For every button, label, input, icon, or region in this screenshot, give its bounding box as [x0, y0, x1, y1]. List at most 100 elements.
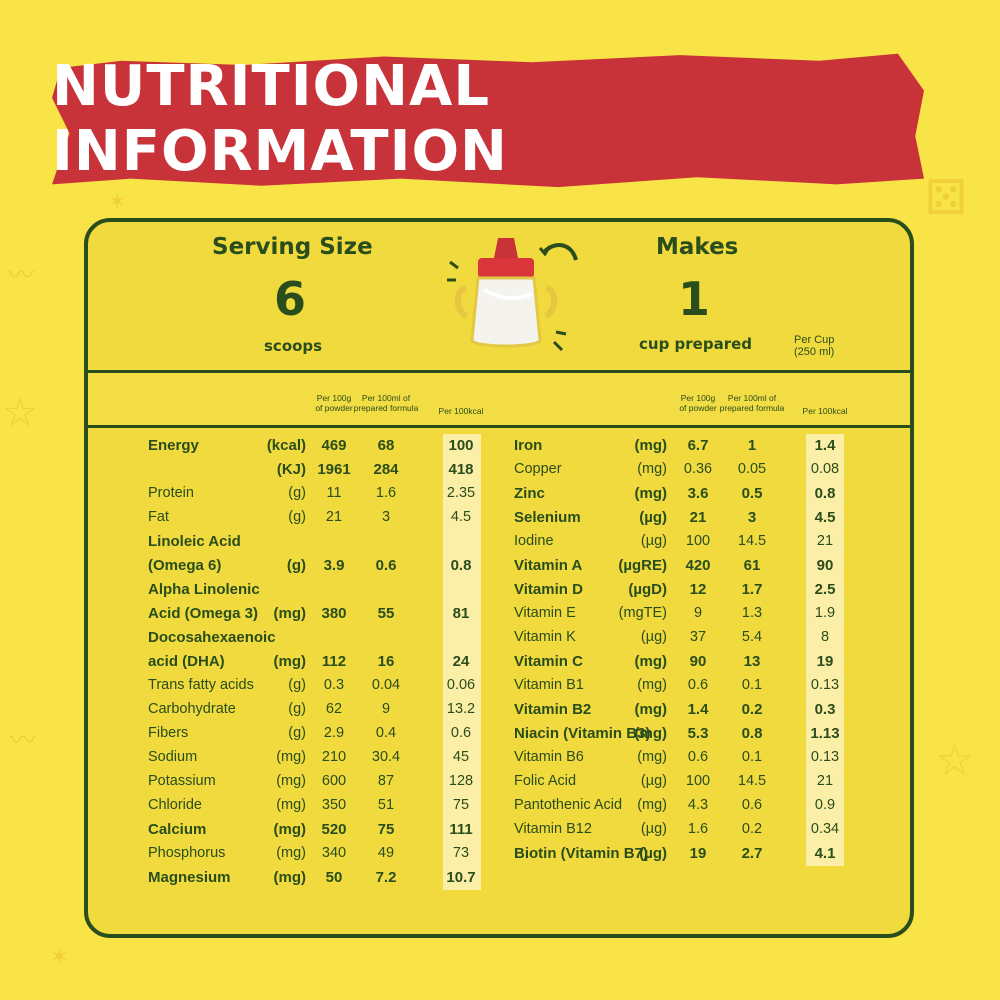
value-per-100ml: 0.6 — [741, 797, 763, 813]
table-row: Chloride (mg) 350 51 75 — [148, 794, 508, 818]
value-per-100ml: 3 — [747, 509, 757, 526]
table-row: Potassium (mg) 600 87 128 — [148, 770, 508, 794]
nutrient-unit: (mg) — [276, 773, 306, 789]
value-per-100ml: 5.4 — [741, 629, 763, 645]
nutrient-unit: (µg) — [640, 773, 667, 789]
nutrient-name: Protein — [148, 485, 194, 501]
table-row: Folic Acid (µg) 100 14.5 21 — [514, 770, 874, 794]
table-row: Niacin (Vitamin B3) (mg) 5.3 0.8 1.13 — [514, 722, 874, 746]
table-row: Vitamin D (µgD) 12 1.7 2.5 — [514, 578, 874, 602]
value-per-100g: 112 — [321, 653, 347, 670]
nutrient-unit: (mg) — [634, 485, 668, 502]
nutrient-unit: (µg) — [639, 509, 667, 526]
nutrient-unit: (mg) — [634, 701, 668, 718]
nutrient-name: Vitamin B12 — [514, 821, 592, 837]
value-per-100g: 520 — [321, 821, 347, 838]
value-per-100ml: 1.3 — [741, 605, 763, 621]
nutrient-unit: (mg) — [273, 653, 307, 670]
nutrient-name: Alpha Linolenic — [148, 581, 260, 598]
value-per-100kcal: 24 — [452, 653, 470, 670]
value-per-100kcal: 128 — [448, 773, 474, 789]
value-per-100ml: 68 — [377, 437, 395, 454]
value-per-100g: 1.6 — [687, 821, 709, 837]
value-per-100kcal: 81 — [452, 605, 470, 622]
value-per-100g: 600 — [321, 773, 347, 789]
value-per-100g: 380 — [321, 605, 347, 622]
table-row: Vitamin B6 (mg) 0.6 0.1 0.13 — [514, 746, 874, 770]
value-per-100kcal: 418 — [448, 461, 474, 478]
value-per-100g: 4.3 — [687, 797, 709, 813]
nutrient-name: Vitamin C — [514, 653, 583, 670]
value-per-100g: 1961 — [317, 461, 351, 478]
table-row: Carbohydrate (g) 62 9 13.2 — [148, 698, 508, 722]
nutrient-unit: (mg) — [634, 437, 668, 454]
nutrient-name: (Omega 6) — [148, 557, 222, 574]
value-per-100ml: 0.8 — [741, 725, 763, 742]
table-row: Pantothenic Acid (mg) 4.3 0.6 0.9 — [514, 794, 874, 818]
table-row: Biotin (Vitamin B7) (µg) 19 2.7 4.1 — [514, 842, 874, 866]
makes-unit: cup prepared — [639, 335, 753, 353]
nutrient-name: Iodine — [514, 533, 554, 549]
value-per-100g: 19 — [689, 845, 707, 862]
nutrient-name: Sodium — [148, 749, 198, 765]
value-per-100kcal: 2.5 — [814, 581, 836, 598]
value-per-100ml: 14.5 — [737, 533, 767, 549]
nutrient-name: Vitamin B2 — [514, 701, 592, 718]
value-per-100kcal: 0.9 — [814, 797, 836, 813]
nutrient-unit: (µg) — [640, 629, 667, 645]
value-per-100ml: 0.2 — [741, 821, 763, 837]
value-per-100g: 0.36 — [683, 461, 713, 477]
nutrient-name: Vitamin D — [514, 581, 583, 598]
nutrient-unit: (g) — [288, 701, 306, 717]
value-per-100ml: 0.2 — [741, 701, 763, 718]
dice-doodle-icon: ⚄ — [925, 170, 967, 226]
nutrient-name: Potassium — [148, 773, 216, 789]
value-per-100g: 340 — [321, 845, 347, 861]
value-per-100g: 90 — [689, 653, 707, 670]
squiggle-doodle-icon: 〰 — [8, 261, 35, 291]
value-per-100ml: 0.04 — [371, 677, 401, 693]
nutrient-unit: (mg) — [273, 869, 307, 886]
makes-value: 1 — [678, 272, 711, 326]
nutrient-name: Trans fatty acids — [148, 677, 254, 693]
value-per-100ml: 0.6 — [375, 557, 397, 574]
value-per-100ml: 1 — [747, 437, 757, 454]
value-per-100kcal: 2.35 — [446, 485, 476, 501]
value-per-100ml: 30.4 — [371, 749, 401, 765]
value-per-100kcal: 4.1 — [814, 845, 836, 862]
value-per-100g: 50 — [325, 869, 343, 886]
makes-label: Makes — [656, 234, 739, 260]
value-per-100kcal: 0.3 — [814, 701, 836, 718]
table-row: Vitamin K (µg) 37 5.4 8 — [514, 626, 874, 650]
nutrient-name: Selenium — [514, 509, 581, 526]
value-per-100kcal: 0.13 — [810, 749, 840, 765]
header-per-100g: Per 100g of powder — [315, 393, 353, 413]
nutrient-unit: (mg) — [637, 797, 667, 813]
nutrient-name: acid (DHA) — [148, 653, 225, 670]
value-per-100g: 62 — [325, 701, 343, 717]
value-per-100g: 1.4 — [687, 701, 709, 718]
nutrient-name: Copper — [514, 461, 562, 477]
value-per-100g: 100 — [685, 533, 711, 549]
table-row: Zinc (mg) 3.6 0.5 0.8 — [514, 482, 874, 506]
nutrition-panel: Serving Size 6 scoops Makes 1 cup prepar… — [84, 218, 914, 938]
value-per-100g: 6.7 — [687, 437, 709, 454]
value-per-100g: 100 — [685, 773, 711, 789]
nutrient-name: Fat — [148, 509, 169, 525]
nutrient-name: Vitamin K — [514, 629, 576, 645]
value-per-100kcal: 75 — [452, 797, 470, 813]
nutrient-name: Vitamin E — [514, 605, 576, 621]
value-per-100kcal: 1.4 — [814, 437, 836, 454]
value-per-100g: 210 — [321, 749, 347, 765]
nutrient-name: Docosahexaenoic — [148, 629, 276, 646]
nutrient-name: Biotin (Vitamin B7) — [514, 845, 648, 862]
table-row: Vitamin A (µgRE) 420 61 90 — [514, 554, 874, 578]
page-title: NUTRITIONAL INFORMATION — [52, 54, 508, 184]
serving-size-label: Serving Size — [212, 234, 373, 260]
header-per-100ml: Per 100ml of prepared formula — [353, 393, 419, 413]
nutrient-unit: (mg) — [634, 725, 668, 742]
nutrient-name: Pantothenic Acid — [514, 797, 623, 813]
header-per-100kcal: Per 100kcal — [802, 406, 848, 416]
value-per-100ml: 1.7 — [741, 581, 763, 598]
value-per-100kcal: 0.13 — [810, 677, 840, 693]
